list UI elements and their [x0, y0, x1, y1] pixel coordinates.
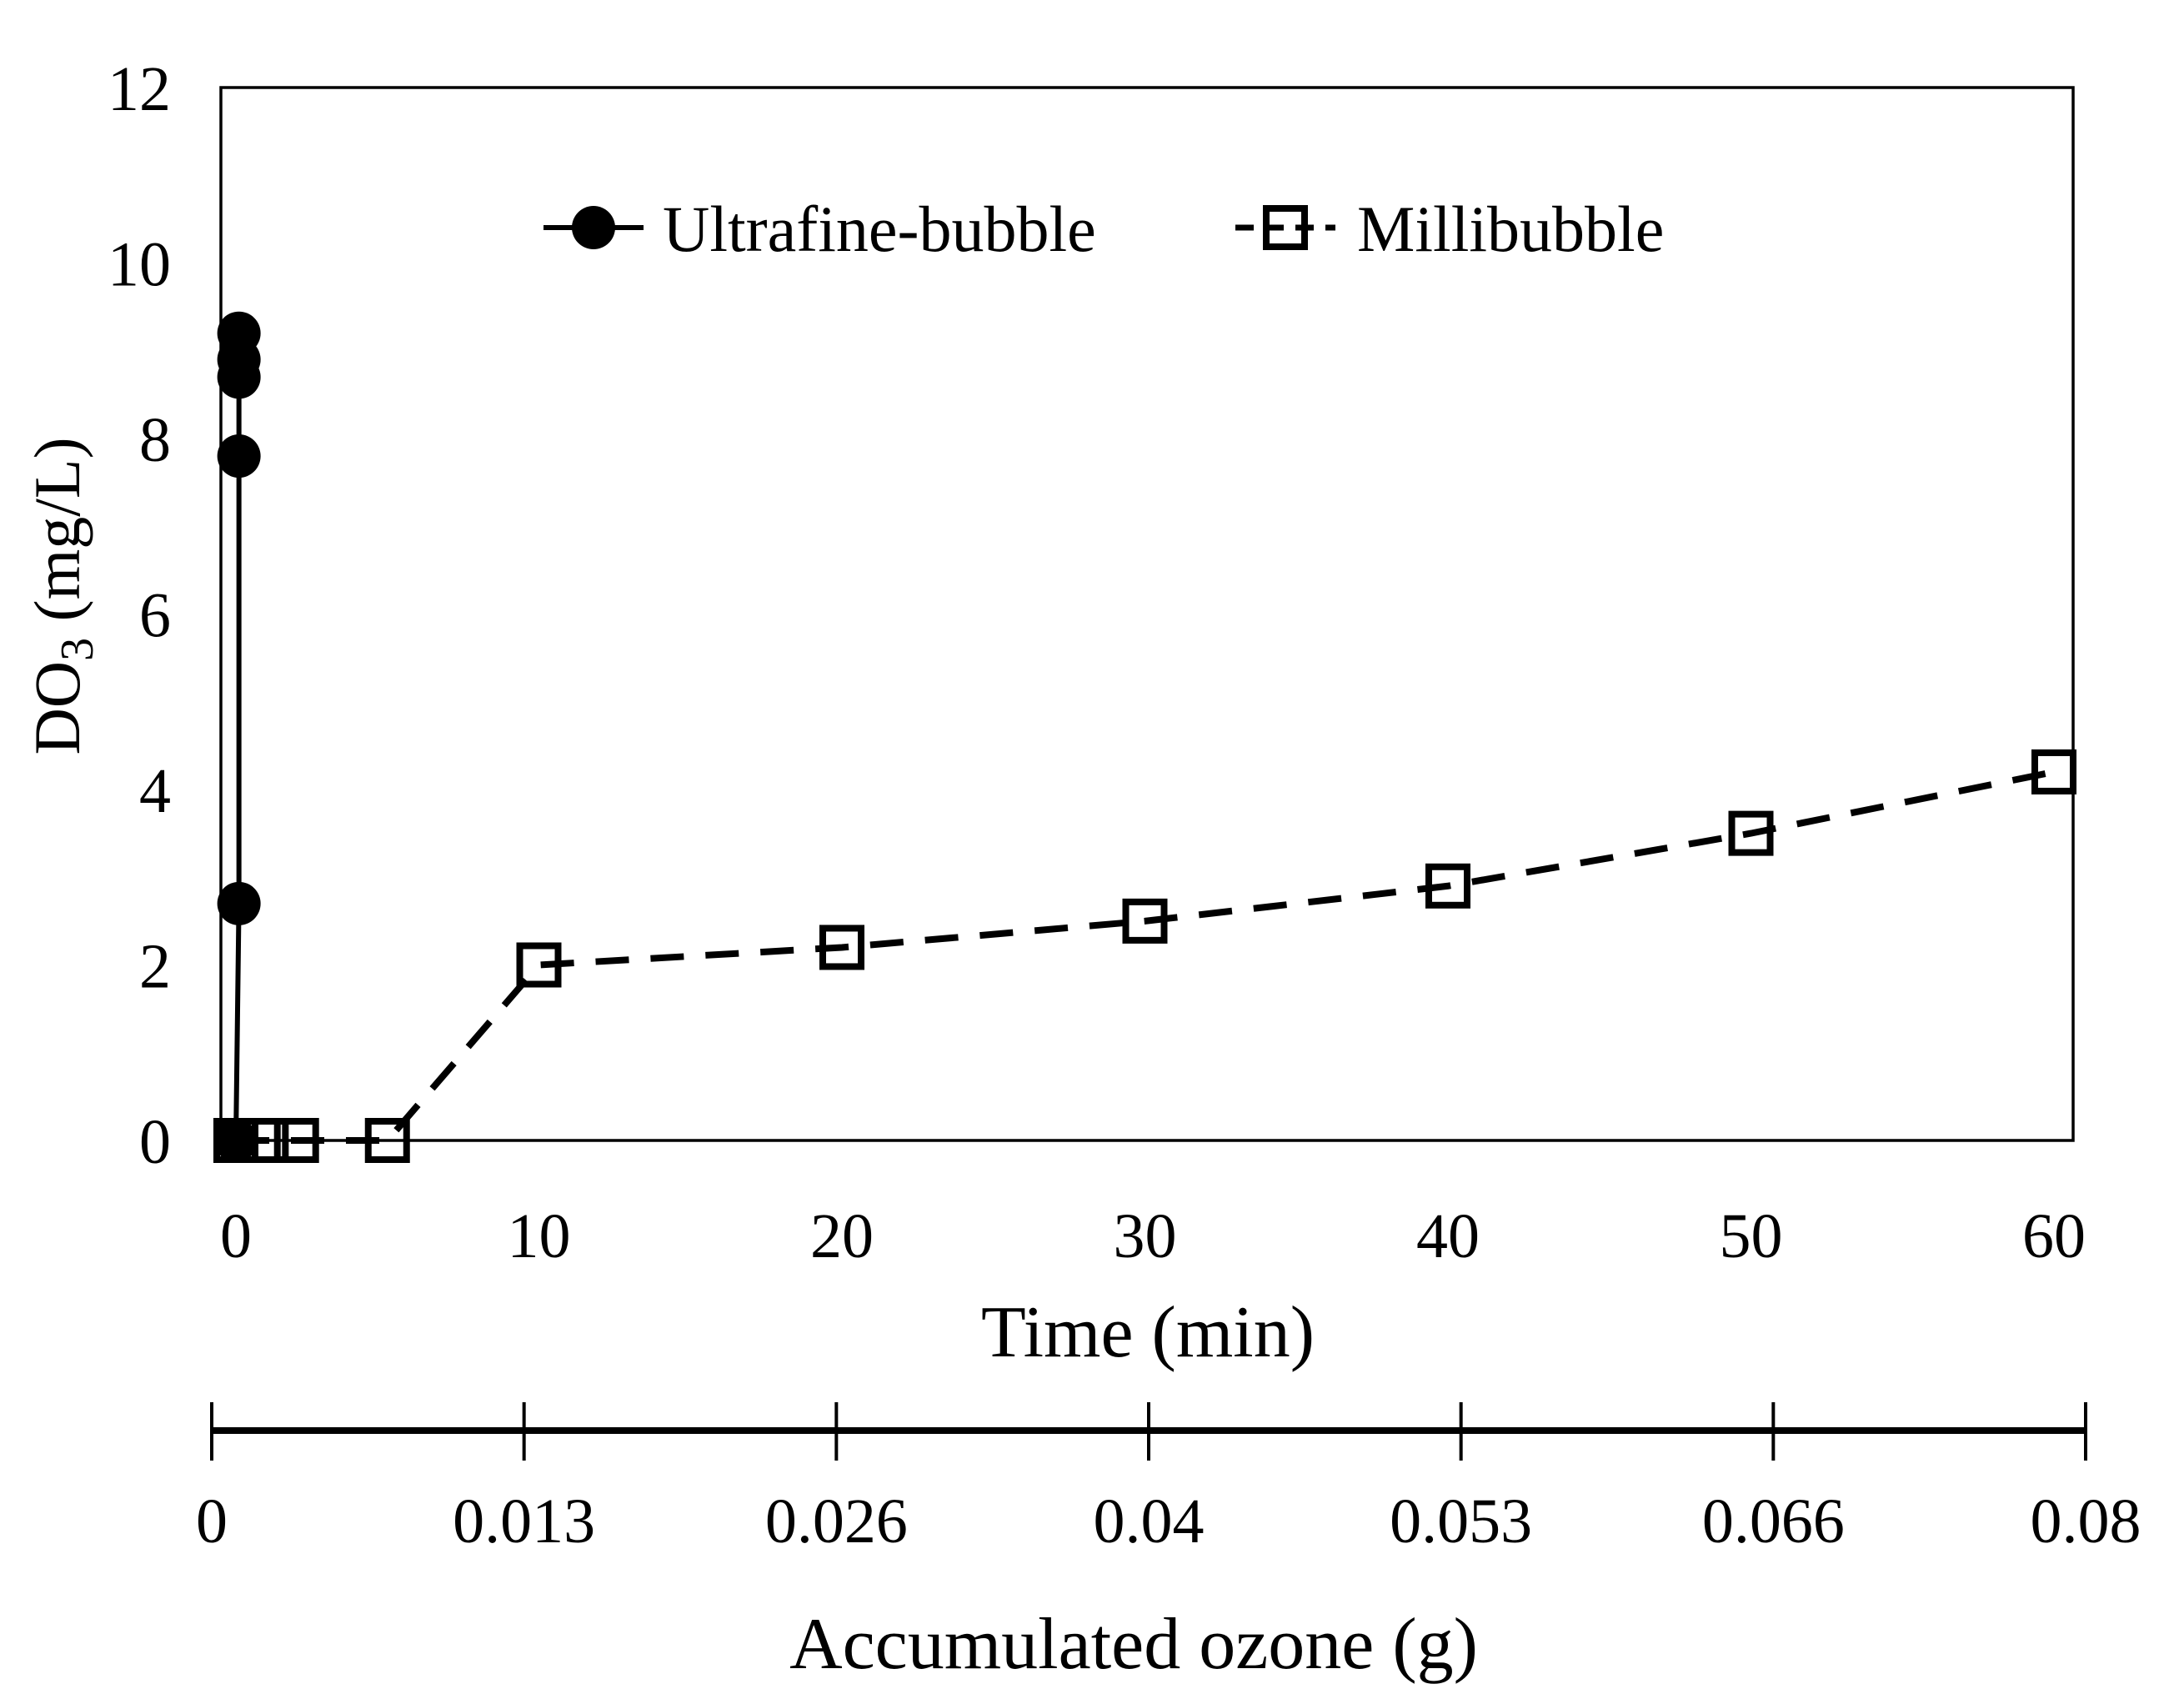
- legend-entry-millibubble: Millibubble: [1235, 193, 1664, 265]
- legend-open-square-icon: [1263, 205, 1308, 250]
- ozone-tick-label: 0.026: [765, 1486, 908, 1556]
- y-axis-title-units: (mg/L): [21, 437, 93, 637]
- data-point-open-square: [243, 1118, 289, 1163]
- ozone-tick-label: 0: [196, 1486, 228, 1556]
- ozone-tick-label: 0.08: [2031, 1486, 2141, 1556]
- ozone-tick-label: 0.013: [453, 1486, 595, 1556]
- ozone-tick-label: 0.066: [1702, 1486, 1845, 1556]
- legend-filled-circle-icon: [572, 206, 615, 249]
- x-axis-title: Time (min): [981, 1292, 1315, 1373]
- data-point-open-square: [1425, 863, 1470, 909]
- y-tick-label: 8: [139, 405, 171, 475]
- data-point-filled-circle: [217, 311, 261, 355]
- data-point-open-square: [364, 1118, 410, 1163]
- y-axis-title: DO3 (mg/L): [21, 437, 103, 754]
- data-point-open-square: [1728, 810, 1774, 856]
- ozone-tick-label: 0.04: [1094, 1486, 1205, 1556]
- data-point-open-square: [273, 1118, 319, 1163]
- data-point-open-square: [1122, 898, 1168, 944]
- legend-entry-ultrafine-bubble: Ultrafine-bubble: [543, 193, 1096, 265]
- secondary-axis-title: Accumulated ozone (g): [789, 1604, 1478, 1685]
- x-tick-label: 20: [810, 1201, 874, 1271]
- x-tick-label: 30: [1114, 1201, 1177, 1271]
- ozone-tick-label: 0.053: [1390, 1486, 1532, 1556]
- y-tick-label: 4: [139, 756, 171, 826]
- data-point-filled-circle: [217, 881, 261, 925]
- y-tick-label: 2: [139, 932, 171, 1002]
- legend: Ultrafine-bubble Millibubble: [543, 193, 1664, 265]
- plot-frame: [219, 86, 2075, 1142]
- x-tick-label: 60: [2022, 1201, 2086, 1271]
- data-point-filled-circle: [217, 434, 261, 479]
- series-millibubble: [213, 749, 2076, 1163]
- y-tick-label: 0: [139, 1107, 171, 1177]
- data-point-open-square: [819, 925, 864, 970]
- legend-label: Millibubble: [1357, 193, 1664, 265]
- series-line: [236, 769, 2055, 1144]
- legend-label: Ultrafine-bubble: [663, 193, 1096, 265]
- y-tick-label: 10: [108, 230, 171, 300]
- x-tick-label: 50: [1720, 1201, 1783, 1271]
- y-tick-label: 12: [108, 54, 171, 124]
- y-axis-tick-labels: 0 2 4 6 8 10 12: [108, 54, 171, 1177]
- data-point-open-square: [213, 1118, 258, 1163]
- x-tick-label: 10: [508, 1201, 571, 1271]
- y-axis-title-main: DO: [21, 661, 93, 755]
- secondary-axis: 0 0.013 0.026 0.04 0.053 0.066 0.08: [196, 1402, 2141, 1556]
- data-series: [213, 311, 2076, 1163]
- x-tick-label: 40: [1416, 1201, 1480, 1271]
- data-point-open-square: [516, 942, 562, 988]
- data-point-open-square: [2031, 749, 2076, 794]
- y-axis-title-subscript: 3: [52, 638, 103, 661]
- series-ultrafine-bubble: [214, 311, 261, 1162]
- y-tick-label: 6: [139, 581, 171, 651]
- x-axis-tick-labels: 0 10 20 30 40 50 60: [220, 1201, 2086, 1271]
- x-tick-label: 0: [220, 1201, 252, 1271]
